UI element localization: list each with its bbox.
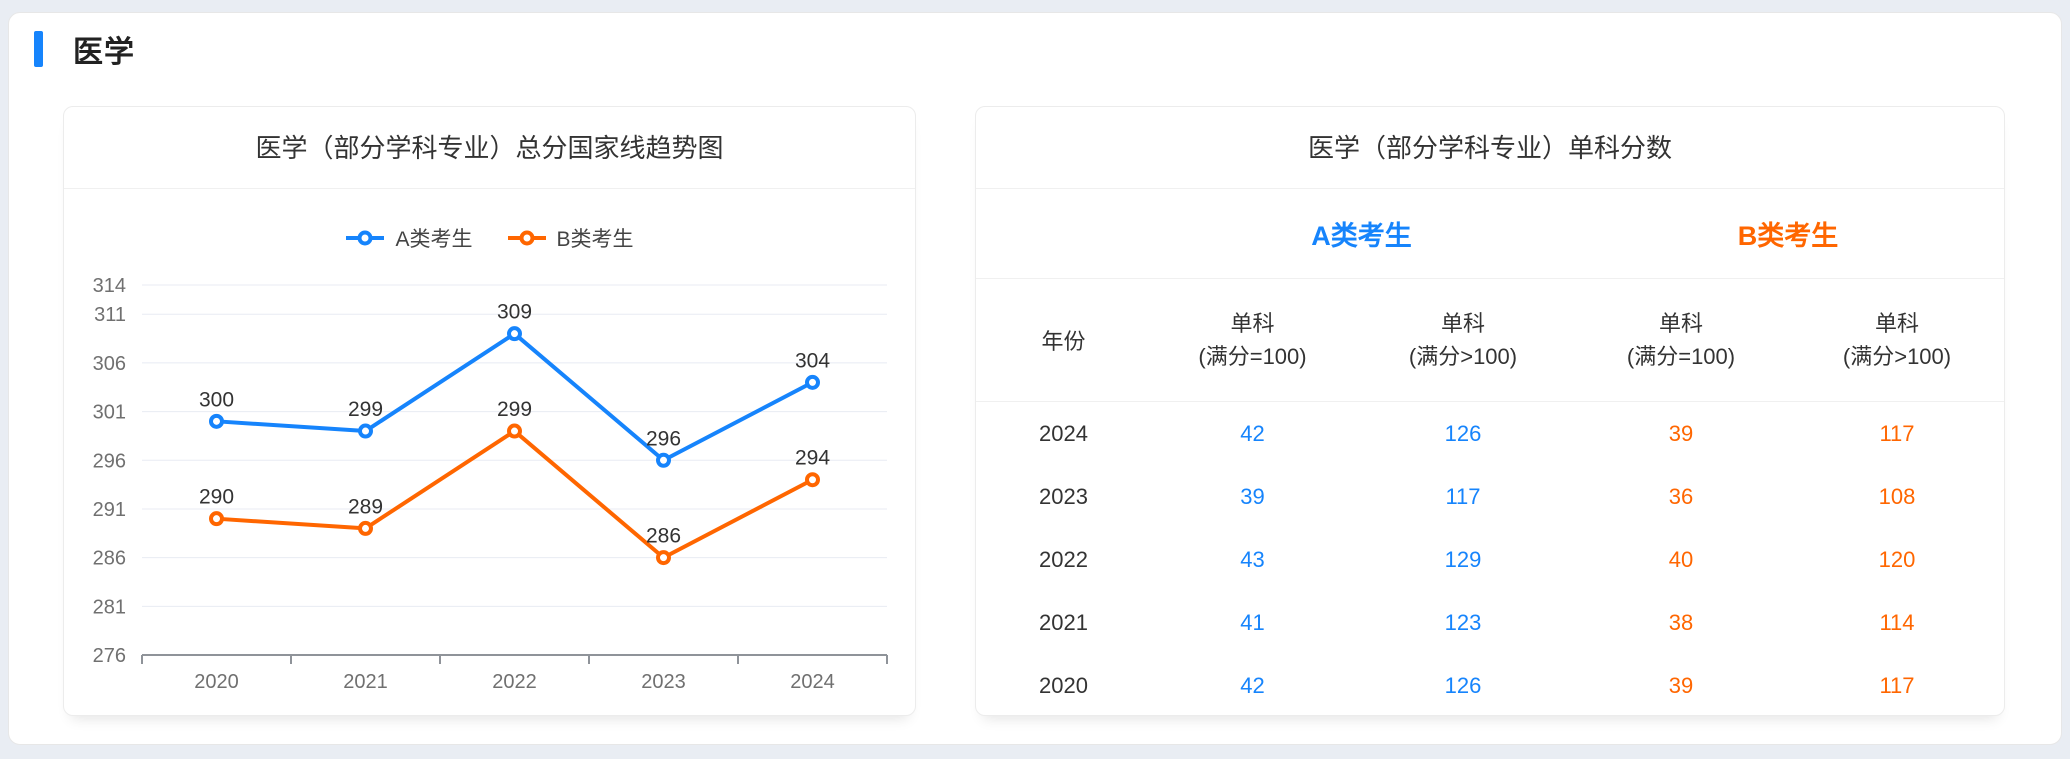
score-cell: 108 <box>1878 483 1916 509</box>
data-point <box>507 326 522 342</box>
svg-text:301: 301 <box>93 402 126 424</box>
group-header-b: B类考生 <box>1737 221 1839 251</box>
series-A类考生: 300 299 309 296 304 <box>199 301 830 468</box>
data-label: 299 <box>497 398 532 421</box>
svg-text:2024: 2024 <box>790 671 835 693</box>
data-label: 289 <box>348 495 383 518</box>
page-card: 医学 医学（部分学科专业）总分国家线趋势图 A类考生 B类考生 <box>8 12 2062 745</box>
table-row: 2021 41 123 38 114 <box>976 591 2004 654</box>
data-point <box>358 520 373 536</box>
svg-text:286: 286 <box>93 548 126 570</box>
col-header-b-sub2: 单科 (满分>100) <box>1842 311 1952 369</box>
data-point <box>209 413 224 429</box>
svg-text:306: 306 <box>93 353 126 375</box>
section-accent-bar <box>34 31 43 67</box>
score-cell: 41 <box>1240 609 1265 635</box>
group-header-a: A类考生 <box>1311 221 1412 251</box>
col-header-a-sub2: 单科 (满分>100) <box>1408 311 1518 369</box>
data-label: 304 <box>795 349 830 372</box>
year-cell: 2020 <box>1039 672 1088 698</box>
legend-item-a: A类考生 <box>345 223 473 253</box>
data-label: 296 <box>646 427 681 450</box>
score-cell: 126 <box>1444 672 1482 698</box>
svg-text:2022: 2022 <box>492 671 537 693</box>
data-point <box>805 374 820 390</box>
year-cell: 2024 <box>1039 420 1088 446</box>
score-cell: 38 <box>1668 609 1694 635</box>
section-header: 医学 <box>34 27 135 71</box>
svg-text:281: 281 <box>93 596 126 618</box>
col-header-year: 年份 <box>1041 329 1086 354</box>
svg-text:2020: 2020 <box>194 671 239 693</box>
data-label: 300 <box>199 388 234 411</box>
data-label: 299 <box>348 398 383 421</box>
score-cell: 117 <box>1445 483 1481 509</box>
gridlines <box>142 284 887 607</box>
data-label: 309 <box>497 301 532 324</box>
score-cell: 114 <box>1879 609 1915 635</box>
svg-text:314: 314 <box>93 275 126 297</box>
score-cell: 117 <box>1879 672 1915 698</box>
svg-text:2023: 2023 <box>641 671 686 693</box>
line-marker-icon <box>507 230 546 246</box>
year-cell: 2023 <box>1039 483 1088 509</box>
score-cell: 120 <box>1878 546 1916 572</box>
data-label: 294 <box>795 447 830 470</box>
legend-label-a: A类考生 <box>395 228 473 251</box>
data-label: 290 <box>199 486 234 509</box>
svg-text:291: 291 <box>93 499 126 521</box>
data-point <box>507 423 522 439</box>
data-point <box>358 423 373 439</box>
chart-legend: A类考生 B类考生 <box>64 223 915 253</box>
table-row: 2022 43 129 40 120 <box>976 528 2004 591</box>
year-cell: 2022 <box>1039 546 1088 572</box>
data-point <box>656 550 671 566</box>
table-row: 2020 42 126 39 117 <box>976 654 2004 717</box>
table-row: 2024 42 126 39 117 <box>976 402 2004 465</box>
legend-item-b: B类考生 <box>507 223 634 253</box>
page-title: 医学 <box>73 36 135 69</box>
score-card-title: 医学（部分学科专业）单科分数 <box>976 107 2004 189</box>
score-card: 医学（部分学科专业）单科分数 A类考生 B类考生 年份 单科 (满分=100) … <box>975 106 2005 716</box>
col-header-b-sub1: 单科 (满分=100) <box>1626 311 1736 369</box>
legend-label-b: B类考生 <box>556 228 634 251</box>
data-point <box>805 472 820 488</box>
column-header-row: 年份 单科 (满分=100) 单科 (满分>100) 单科 (满分=100) 单… <box>976 279 2004 402</box>
score-cell: 39 <box>1240 483 1265 509</box>
trend-card-title: 医学（部分学科专业）总分国家线趋势图 <box>64 107 915 189</box>
score-cell: 117 <box>1879 420 1915 446</box>
group-header-row: A类考生 B类考生 <box>976 189 2004 279</box>
x-axis <box>141 654 888 664</box>
score-cell: 123 <box>1444 609 1482 635</box>
score-cell: 40 <box>1668 546 1694 572</box>
svg-text:311: 311 <box>94 304 126 326</box>
data-label: 286 <box>646 525 681 548</box>
data-point <box>209 511 224 527</box>
score-cell: 39 <box>1668 420 1694 446</box>
trend-chart-area: A类考生 B类考生 276 281 286 291 296 301 306 311 314 202… <box>64 189 915 716</box>
col-header-a-sub1: 单科 (满分=100) <box>1198 311 1307 369</box>
trend-card: 医学（部分学科专业）总分国家线趋势图 A类考生 B类考生 <box>63 106 916 716</box>
score-cell: 43 <box>1240 546 1265 572</box>
svg-text:2021: 2021 <box>343 671 388 693</box>
line-marker-icon <box>346 230 385 246</box>
svg-text:296: 296 <box>93 450 126 472</box>
score-cell: 39 <box>1668 672 1694 698</box>
series-B类考生: 290 289 299 286 294 <box>199 398 830 566</box>
score-cell: 42 <box>1240 672 1265 698</box>
score-cell: 36 <box>1668 483 1694 509</box>
svg-text:276: 276 <box>93 645 126 667</box>
x-axis-labels: 2020 2021 2022 2023 2024 <box>194 671 835 693</box>
table-row: 2023 39 117 36 108 <box>976 465 2004 528</box>
score-cell: 129 <box>1444 546 1482 572</box>
year-cell: 2021 <box>1039 609 1088 635</box>
y-axis-labels: 276 281 286 291 296 301 306 311 314 <box>93 275 126 667</box>
score-cell: 42 <box>1240 420 1265 446</box>
data-point <box>656 452 671 468</box>
score-cell: 126 <box>1444 420 1482 446</box>
